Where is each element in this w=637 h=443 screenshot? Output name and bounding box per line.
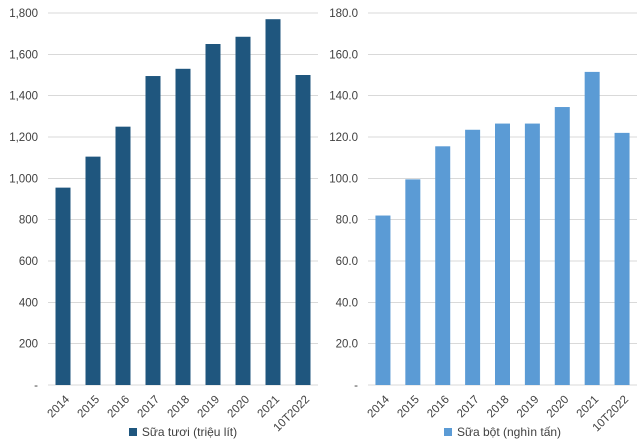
legend-label: Sữa bột (nghìn tấn)	[456, 425, 562, 439]
svg-text:400: 400	[19, 297, 38, 309]
svg-text:800: 800	[19, 215, 38, 227]
fresh-milk-legend: Sữa tươi (triệu lít)	[48, 426, 318, 438]
svg-text:100.0: 100.0	[329, 173, 358, 185]
svg-text:2021: 2021	[575, 394, 602, 421]
svg-text:2016: 2016	[106, 394, 133, 421]
svg-text:2015: 2015	[76, 394, 103, 421]
legend-marker-icon	[443, 428, 452, 436]
svg-text:2017: 2017	[136, 394, 163, 421]
svg-text:2014: 2014	[46, 393, 73, 420]
svg-text:1,800: 1,800	[9, 8, 38, 20]
svg-text:600: 600	[19, 256, 38, 268]
svg-text:2021: 2021	[256, 394, 283, 421]
powder-milk-legend: Sữa bột (nghìn tấn)	[368, 426, 637, 438]
legend-marker-icon	[128, 428, 137, 436]
svg-text:2016: 2016	[425, 394, 452, 421]
svg-text:120.0: 120.0	[329, 132, 358, 144]
svg-text:200: 200	[19, 339, 38, 351]
svg-text:2020: 2020	[226, 394, 253, 421]
fresh-milk-chart: - 200 400 600 800 1,000 1,200 1,400 1,600 1,800 20…	[9, 8, 318, 438]
svg-text:2014: 2014	[365, 393, 392, 420]
svg-text:-: -	[34, 380, 38, 392]
svg-text:60.0: 60.0	[336, 256, 358, 268]
svg-text:1,400: 1,400	[9, 91, 38, 103]
svg-text:2019: 2019	[515, 394, 542, 421]
fresh-milk-chart-canvas: - 200 400 600 800 1,000 1,200 1,400 1,600 1,800 20…	[9, 8, 318, 434]
svg-text:180.0: 180.0	[329, 8, 358, 20]
svg-text:2018: 2018	[166, 394, 193, 421]
svg-text:2017: 2017	[455, 394, 482, 421]
svg-text:80.0: 80.0	[336, 215, 358, 227]
legend-label: Sữa tươi (triệu lít)	[141, 425, 238, 439]
svg-text:2018: 2018	[485, 394, 512, 421]
svg-text:2019: 2019	[196, 394, 223, 421]
svg-text:2020: 2020	[545, 394, 572, 421]
svg-text:40.0: 40.0	[336, 297, 358, 309]
svg-text:1,000: 1,000	[9, 173, 38, 185]
svg-text:-: -	[354, 380, 358, 392]
svg-text:160.0: 160.0	[329, 49, 358, 61]
svg-text:20.0: 20.0	[336, 339, 358, 351]
svg-text:1,600: 1,600	[9, 49, 38, 61]
powder-milk-chart: - 20.0 40.0 60.0 80.0 100.0 120.0 140.0 160.0 180…	[317, 0, 637, 443]
svg-text:1,200: 1,200	[9, 132, 38, 144]
svg-text:140.0: 140.0	[329, 91, 358, 103]
powder-milk-chart-canvas: - 20.0 40.0 60.0 80.0 100.0 120.0 140.0 160.0 180…	[329, 8, 637, 434]
svg-text:2015: 2015	[395, 394, 422, 421]
